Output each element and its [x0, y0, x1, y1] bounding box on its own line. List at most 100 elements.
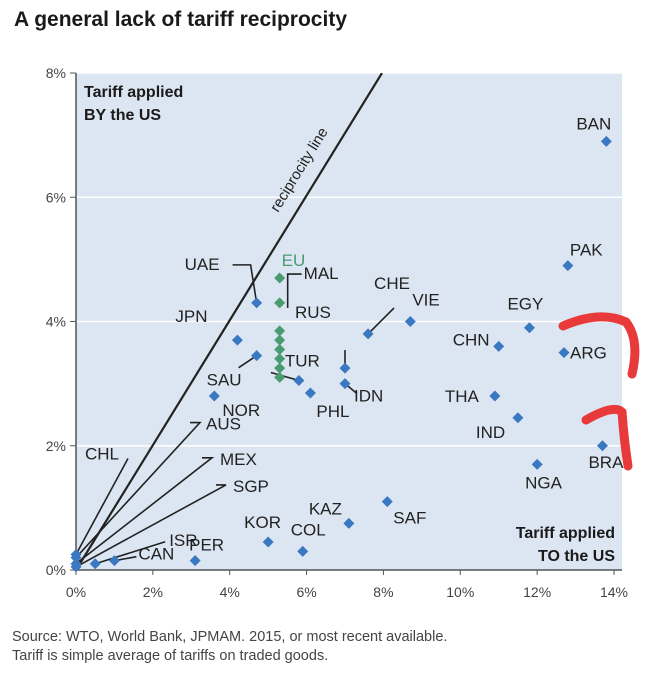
point-eu: [274, 272, 286, 284]
point-kor: [262, 536, 274, 548]
label-bra: BRA: [588, 453, 624, 472]
label-egy: EGY: [507, 295, 543, 314]
gridlines: [76, 72, 622, 447]
label-pak: PAK: [570, 241, 603, 260]
y-tick-label: 2%: [46, 438, 66, 454]
point-eu: [274, 362, 286, 374]
leader-aus: [75, 421, 202, 559]
label-nga: NGA: [525, 473, 563, 492]
x-axis-title-line2: TO the US: [538, 548, 615, 565]
label-nor: NOR: [222, 401, 260, 420]
label-per: PER: [189, 536, 224, 555]
label-can: CAN: [138, 545, 174, 564]
point-per: [189, 555, 201, 567]
leader-mex: [75, 456, 215, 565]
point-mex: [70, 558, 82, 570]
label-isr: ISR: [169, 531, 197, 550]
label-mal: MAL: [304, 264, 339, 283]
leader-sgp: [75, 484, 227, 568]
label-kor: KOR: [244, 513, 281, 532]
point-tha: [489, 390, 501, 402]
point-phl: [304, 387, 316, 399]
point-eu: [274, 325, 286, 337]
x-tick-label: 2%: [143, 584, 163, 600]
label-saf: SAF: [393, 509, 426, 528]
leader-chl: [75, 458, 129, 555]
x-tick-label: 0%: [66, 584, 86, 600]
point-uae: [251, 297, 263, 309]
label-sau: SAU: [207, 371, 242, 390]
label-aus: AUS: [206, 415, 241, 434]
label-idn: IDN: [354, 387, 383, 406]
source-note: Source: WTO, World Bank, JPMAM. 2015, or…: [12, 628, 447, 666]
point-vie: [404, 316, 416, 327]
label-chn: CHN: [453, 330, 490, 349]
label-phl: PHL: [316, 402, 349, 421]
chart-title: A general lack of tariff reciprocity: [14, 8, 347, 31]
point-eu: [274, 343, 286, 355]
point-eu: [274, 353, 286, 365]
point-eu: [274, 297, 286, 309]
point-pak: [562, 260, 574, 272]
point-bra: [596, 440, 608, 452]
leader-uae: [232, 264, 258, 303]
label-tha: THA: [445, 387, 480, 406]
point-eu: [274, 371, 286, 383]
x-axis-title-line1: Tariff applied: [516, 525, 615, 542]
y-tick-label: 8%: [46, 65, 66, 81]
point-rus: [339, 362, 351, 374]
x-tick-label: 14%: [600, 584, 628, 600]
label-ban: BAN: [576, 114, 611, 133]
label-arg: ARG: [570, 344, 607, 363]
reciprocity-line-group: [76, 73, 383, 571]
point-ind: [512, 412, 524, 424]
x-tick-label: 8%: [373, 584, 393, 600]
point-sau: [251, 350, 263, 362]
point-egy: [523, 322, 535, 334]
point-col: [297, 545, 309, 557]
label-sgp: SGP: [233, 477, 269, 496]
point-chn: [493, 340, 505, 352]
point-jpn: [231, 334, 243, 346]
label-chl: CHL: [85, 444, 119, 463]
label-vie: VIE: [412, 291, 439, 310]
point-arg: [558, 347, 570, 359]
point-tur: [293, 375, 305, 387]
label-mex: MEX: [220, 450, 257, 469]
point-nor: [208, 390, 220, 402]
label-uae: UAE: [185, 255, 220, 274]
label-jpn: JPN: [175, 307, 207, 326]
point-isr: [89, 558, 101, 570]
y-axis-title-line1: Tariff applied: [84, 84, 183, 101]
red-annotation-bracket-bottom: [581, 404, 633, 471]
y-tick-label: 4%: [46, 314, 66, 330]
point-kaz: [343, 517, 355, 529]
y-tick-label: 6%: [46, 189, 66, 205]
scatter-chart: 0%2%4%6%8%0% 2% 4% 6% 8% 10% 12% 14% reciprocit…: [46, 65, 640, 600]
y-tick-label: 0%: [46, 562, 66, 578]
source-line-2: Tariff is simple average of tariffs on t…: [12, 648, 329, 664]
leader-tur: [270, 371, 300, 382]
point-nga: [531, 458, 543, 470]
point-che: [362, 328, 374, 340]
label-ind: IND: [476, 423, 505, 442]
x-tick-label: 4%: [220, 584, 240, 600]
data-points: [70, 135, 612, 573]
source-line-1: Source: WTO, World Bank, JPMAM. 2015, or…: [12, 629, 448, 645]
label-kaz: KAZ: [309, 499, 342, 518]
x-tick-label: 10%: [446, 584, 474, 600]
red-annotation-bracket-top: [558, 312, 640, 379]
label-tur: TUR: [285, 352, 320, 371]
label-eu: EU: [282, 251, 306, 270]
label-rus: RUS: [295, 303, 331, 322]
label-col: COL: [291, 520, 326, 539]
leader-isr: [94, 541, 166, 565]
point-can: [108, 555, 120, 567]
point-ban: [600, 135, 612, 147]
point-eu: [274, 334, 286, 346]
y-axis-title-line2: BY the US: [84, 107, 161, 124]
x-tick-label: 6%: [296, 584, 316, 600]
leader-lines: [75, 264, 395, 568]
reciprocity-line: [76, 73, 383, 571]
leader-che: [367, 307, 395, 335]
